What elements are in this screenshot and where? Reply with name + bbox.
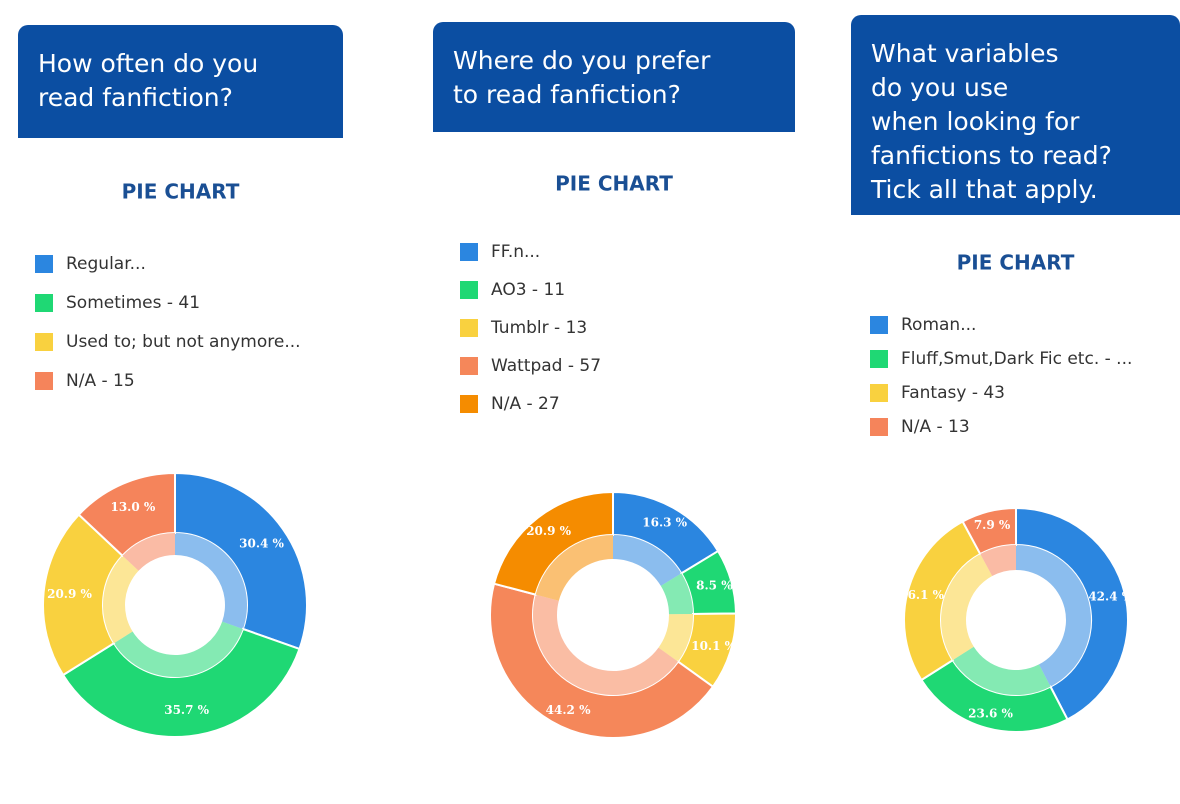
legend-label: N/A - 15: [66, 371, 135, 391]
legend-swatch: [460, 395, 478, 413]
question-title: How often do you read fanfiction?: [18, 25, 343, 138]
legend-label: Tumblr - 13: [490, 318, 587, 338]
value-label: 30.4 %: [239, 536, 284, 550]
legend-swatch: [870, 384, 888, 402]
legend-swatch: [460, 357, 478, 375]
legend-label: Regular...: [66, 254, 146, 274]
legend-swatch: [870, 316, 888, 334]
question-title: Where do you prefer to read fanfiction?: [433, 22, 795, 132]
question-title: What variables do you use when looking f…: [851, 15, 1180, 215]
legend-swatch: [870, 418, 888, 436]
legend-label: Roman...: [901, 315, 976, 335]
value-label: 20.9 %: [526, 524, 571, 538]
value-label: 10.1 %: [691, 639, 736, 653]
pie-slice-inner: [660, 573, 693, 615]
chart-subtitle: PIE CHART: [122, 180, 240, 204]
pie-slice-inner: [952, 646, 1051, 696]
legend-swatch: [460, 281, 478, 299]
legend-swatch: [35, 255, 53, 273]
value-label: 35.7 %: [164, 703, 209, 717]
pie-slice-inner: [175, 533, 248, 629]
pie-slice-inner: [103, 555, 139, 644]
legend-swatch: [35, 372, 53, 390]
pie-slice-inner: [941, 554, 993, 661]
chart-subtitle: PIE CHART: [957, 251, 1075, 275]
legend-label: Used to; but not anymore...: [66, 332, 301, 352]
value-label: 44.2 %: [546, 703, 591, 717]
legend-swatch: [460, 243, 478, 261]
legend-label: Sometimes - 41: [66, 293, 200, 313]
legend-swatch: [35, 294, 53, 312]
value-label: 13.0 %: [110, 500, 155, 514]
legend-label: Wattpad - 57: [491, 356, 601, 376]
pie-slice-inner: [113, 621, 243, 677]
pie-slice-inner: [535, 535, 613, 601]
legend-swatch: [35, 333, 53, 351]
pie-slice-inner: [122, 533, 175, 571]
legend-label: N/A - 13: [901, 417, 970, 437]
legend-label: Fluff,Smut,Dark Fic etc. - ...: [901, 349, 1132, 369]
legend-label: N/A - 27: [491, 394, 560, 414]
pie-slice-inner: [533, 594, 679, 695]
legend-swatch: [870, 350, 888, 368]
legend-label: FF.n...: [491, 242, 540, 262]
pie-slice-inner: [1016, 545, 1091, 687]
legend-label: Fantasy - 43: [901, 383, 1005, 403]
value-label: 16.3 %: [642, 516, 687, 530]
pie-slice-inner: [658, 613, 693, 662]
value-label: 23.6 %: [968, 707, 1013, 721]
pie-slice-inner: [613, 535, 682, 586]
legend-swatch: [460, 319, 478, 337]
value-label: 42.4 %: [1088, 589, 1133, 603]
value-label: 26.1 %: [899, 588, 944, 602]
value-label: 20.9 %: [47, 587, 92, 601]
value-label: 7.9 %: [974, 518, 1011, 532]
value-label: 8.5 %: [696, 578, 733, 592]
pie-slice-inner: [980, 545, 1016, 577]
legend-label: AO3 - 11: [491, 280, 565, 300]
chart-subtitle: PIE CHART: [555, 172, 673, 196]
